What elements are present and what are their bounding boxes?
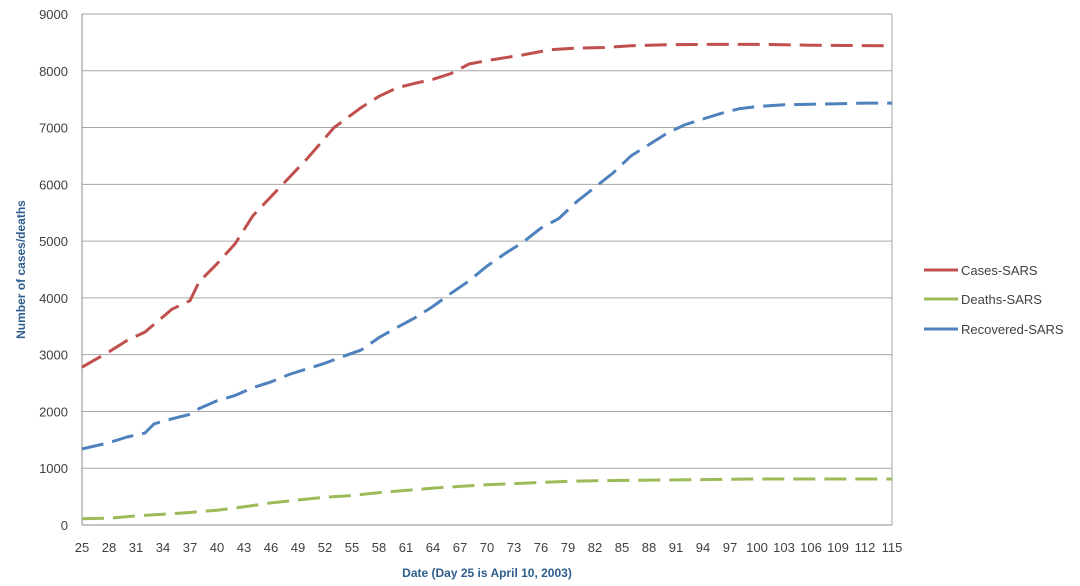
series-line-cases-sars (81, 42, 893, 369)
x-tick-label: 82 (588, 540, 602, 555)
x-tick-label: 97 (723, 540, 737, 555)
x-tick-label: 91 (669, 540, 683, 555)
y-tick-label: 1000 (39, 461, 68, 476)
series-line-deaths-sars (81, 477, 892, 521)
y-tick-label: 6000 (39, 177, 68, 192)
x-tick-label: 100 (746, 540, 768, 555)
x-tick-label: 112 (855, 540, 876, 555)
y-tick-label: 2000 (39, 404, 68, 419)
x-tick-label: 49 (291, 540, 305, 555)
legend-label-recovered-sars: Recovered-SARS (961, 322, 1064, 337)
x-tick-label: 70 (480, 540, 494, 555)
y-tick-label: 8000 (39, 64, 68, 79)
x-tick-label: 79 (561, 540, 575, 555)
x-tick-label: 34 (156, 540, 170, 555)
x-tick-label: 109 (827, 540, 849, 555)
x-tick-label: 103 (773, 540, 795, 555)
x-tick-label: 37 (183, 540, 197, 555)
y-tick-label: 9000 (39, 7, 68, 22)
x-tick-label: 106 (800, 540, 822, 555)
x-tick-label: 31 (129, 540, 143, 555)
legend-label-cases-sars: Cases-SARS (961, 263, 1038, 278)
x-tick-label: 52 (318, 540, 332, 555)
y-axis-ticks: 0 1000 2000 3000 4000 5000 6000 7000 8000 9000 (39, 7, 68, 533)
series-lines (81, 42, 893, 521)
x-tick-label: 58 (372, 540, 386, 555)
x-tick-label: 73 (507, 540, 521, 555)
x-tick-label: 115 (882, 540, 903, 555)
legend: Cases-SARS Deaths-SARS Recovered-SARS (924, 263, 1064, 337)
x-tick-label: 76 (534, 540, 548, 555)
grid (81, 13, 893, 526)
x-tick-label: 43 (237, 540, 251, 555)
x-tick-label: 94 (696, 540, 710, 555)
x-tick-label: 85 (615, 540, 629, 555)
y-tick-label: 0 (61, 518, 68, 533)
y-tick-label: 3000 (39, 348, 68, 363)
x-tick-label: 40 (210, 540, 224, 555)
series-line-recovered-sars (81, 101, 892, 451)
x-tick-label: 61 (399, 540, 413, 555)
x-tick-label: 67 (453, 540, 467, 555)
x-tick-label: 55 (345, 540, 359, 555)
x-tick-label: 25 (75, 540, 89, 555)
y-tick-label: 7000 (39, 121, 68, 136)
x-tick-label: 28 (102, 540, 116, 555)
y-tick-label: 4000 (39, 291, 68, 306)
x-tick-label: 88 (642, 540, 656, 555)
y-axis-title: Number of cases/deaths (14, 200, 28, 339)
y-tick-label: 5000 (39, 234, 68, 249)
x-tick-label: 46 (264, 540, 278, 555)
x-axis-ticks: 25 28 31 34 37 40 43 46 49 52 55 58 61 64 67 70 73 76 79 82… (75, 540, 903, 555)
x-tick-label: 64 (426, 540, 440, 555)
x-axis-title: Date (Day 25 is April 10, 2003) (402, 566, 572, 580)
legend-label-deaths-sars: Deaths-SARS (961, 292, 1042, 307)
